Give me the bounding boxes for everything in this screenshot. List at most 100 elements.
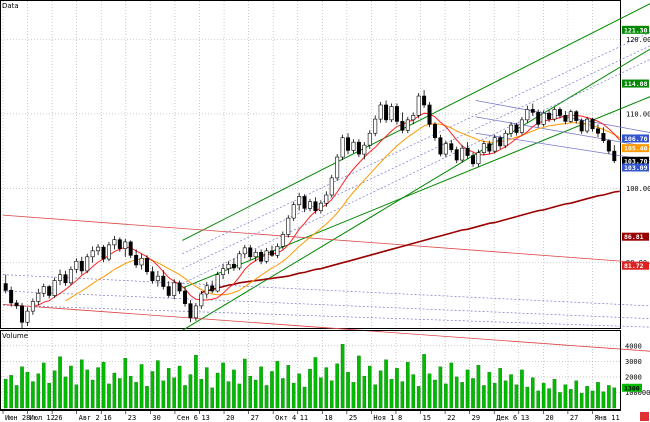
volume-bar[interactable] xyxy=(530,377,535,409)
volume-bar[interactable] xyxy=(378,370,383,409)
volume-bar[interactable] xyxy=(547,388,551,409)
candlestick[interactable] xyxy=(547,110,552,123)
candlestick[interactable] xyxy=(280,231,285,250)
candlestick[interactable] xyxy=(476,149,481,167)
volume-bar[interactable] xyxy=(286,365,291,409)
volume-bar[interactable] xyxy=(351,382,356,409)
candlestick[interactable] xyxy=(134,249,139,268)
candlestick[interactable] xyxy=(465,142,470,159)
volume-bar[interactable] xyxy=(422,354,426,409)
volume-bar[interactable] xyxy=(31,381,35,409)
volume-bar[interactable] xyxy=(297,373,301,409)
volume-bar[interactable] xyxy=(302,386,307,409)
volume-bar[interactable] xyxy=(107,383,111,409)
candlestick[interactable] xyxy=(471,152,475,167)
volume-bar[interactable] xyxy=(465,369,470,409)
candlestick[interactable] xyxy=(85,253,90,274)
candlestick[interactable] xyxy=(253,249,258,262)
candlestick[interactable] xyxy=(101,244,106,262)
candlestick[interactable] xyxy=(193,302,198,321)
volume-bar[interactable] xyxy=(373,384,377,409)
volume-bar[interactable] xyxy=(340,344,345,409)
volume-bar[interactable] xyxy=(237,383,242,409)
candlestick[interactable] xyxy=(498,135,503,149)
volume-bar[interactable] xyxy=(248,375,253,409)
candlestick[interactable] xyxy=(411,112,416,125)
volume-bar[interactable] xyxy=(188,374,193,409)
volume-bar[interactable] xyxy=(243,358,247,409)
candlestick[interactable] xyxy=(36,288,41,306)
volume-panel[interactable]: 4000 3000 2000 1000000 1300 Volume xyxy=(0,330,650,410)
candlestick[interactable] xyxy=(226,261,231,274)
candlestick[interactable] xyxy=(204,282,209,299)
volume-bar[interactable] xyxy=(150,371,155,409)
volume-bar[interactable] xyxy=(25,372,30,409)
candlestick[interactable] xyxy=(503,130,508,149)
volume-bar[interactable] xyxy=(9,375,13,409)
volume-bar[interactable] xyxy=(221,362,225,409)
candlestick[interactable] xyxy=(422,90,427,108)
volume-bar[interactable] xyxy=(585,386,589,409)
volume-bar[interactable] xyxy=(281,378,285,409)
candlestick[interactable] xyxy=(373,115,378,137)
volume-bar[interactable] xyxy=(85,369,90,409)
candlestick[interactable] xyxy=(275,243,280,259)
candlestick[interactable] xyxy=(541,110,546,127)
volume-bar[interactable] xyxy=(536,390,540,409)
candlestick[interactable] xyxy=(367,130,372,149)
candlestick[interactable] xyxy=(199,291,204,309)
volume-bar[interactable] xyxy=(112,372,117,409)
candlestick[interactable] xyxy=(492,134,497,154)
volume-bar[interactable] xyxy=(574,380,579,409)
volume-bar[interactable] xyxy=(416,386,421,409)
volume-bar[interactable] xyxy=(156,360,160,409)
volume-bar[interactable] xyxy=(270,371,274,409)
candlestick[interactable] xyxy=(400,112,405,134)
candlestick[interactable] xyxy=(248,244,253,260)
candlestick[interactable] xyxy=(302,194,307,213)
volume-bar[interactable] xyxy=(520,369,524,409)
candlestick[interactable] xyxy=(394,103,399,125)
candlestick[interactable] xyxy=(487,140,492,155)
candlestick[interactable] xyxy=(530,103,535,116)
volume-bar[interactable] xyxy=(590,390,595,409)
candlestick[interactable] xyxy=(552,107,557,122)
volume-bar[interactable] xyxy=(259,366,263,409)
volume-bar[interactable] xyxy=(411,374,416,409)
candlestick[interactable] xyxy=(63,270,68,286)
candlestick[interactable] xyxy=(242,244,247,259)
candlestick[interactable] xyxy=(389,103,394,123)
candlestick[interactable] xyxy=(112,235,117,250)
candlestick[interactable] xyxy=(329,174,334,198)
volume-bar[interactable] xyxy=(96,367,100,409)
volume-bar[interactable] xyxy=(161,380,166,409)
candlestick[interactable] xyxy=(324,191,329,207)
candlestick[interactable] xyxy=(519,116,524,135)
volume-bar[interactable] xyxy=(558,392,562,409)
candlestick[interactable] xyxy=(438,134,443,157)
volume-bar[interactable] xyxy=(438,366,443,409)
candlestick[interactable] xyxy=(106,241,111,262)
candlestick[interactable] xyxy=(318,200,323,214)
candlestick[interactable] xyxy=(313,197,318,214)
candlestick[interactable] xyxy=(356,139,361,158)
volume-bar[interactable] xyxy=(444,383,448,409)
volume-bar[interactable] xyxy=(139,364,144,409)
candlestick[interactable] xyxy=(145,255,149,275)
volume-bar[interactable] xyxy=(471,378,475,409)
volume-bar[interactable] xyxy=(460,382,464,409)
volume-bar[interactable] xyxy=(433,379,437,409)
candlestick[interactable] xyxy=(221,264,226,280)
volume-bar[interactable] xyxy=(563,384,568,409)
volume-bar[interactable] xyxy=(335,363,339,409)
candlestick[interactable] xyxy=(340,134,345,161)
candlestick[interactable] xyxy=(150,266,155,284)
volume-bar[interactable] xyxy=(134,382,138,409)
volume-bar[interactable] xyxy=(199,379,204,409)
volume-bar[interactable] xyxy=(579,393,584,409)
candlestick[interactable] xyxy=(3,274,8,294)
volume-bar[interactable] xyxy=(313,357,318,409)
candlestick[interactable] xyxy=(90,246,95,263)
candlestick[interactable] xyxy=(449,139,454,153)
volume-bar[interactable] xyxy=(357,355,361,409)
